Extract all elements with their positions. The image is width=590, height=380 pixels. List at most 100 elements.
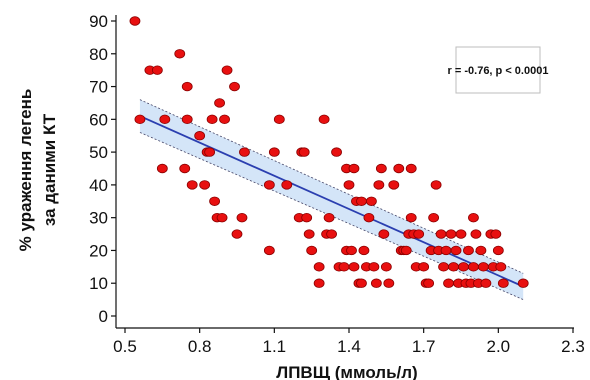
data-point	[229, 81, 240, 92]
data-point	[405, 163, 417, 174]
data-point	[468, 212, 479, 223]
data-point	[358, 245, 370, 256]
data-point	[134, 114, 146, 125]
data-point	[159, 114, 171, 125]
data-point	[356, 196, 367, 206]
data-point	[301, 212, 313, 223]
stats-annotation-box	[455, 46, 541, 94]
data-point	[365, 196, 377, 206]
data-point	[306, 245, 318, 256]
data-point	[181, 81, 193, 92]
data-point	[214, 98, 225, 108]
data-point	[298, 147, 310, 157]
data-point	[326, 229, 337, 239]
stats-annotation-text: r = -0.76, p < 0.0001	[448, 65, 549, 77]
data-point	[463, 245, 474, 256]
data-point	[440, 245, 452, 256]
x-tick-label: 0.5	[113, 337, 137, 356]
y-tick-label: 30	[89, 209, 108, 228]
data-point	[373, 180, 385, 190]
data-point	[495, 262, 507, 272]
data-point	[216, 212, 228, 223]
data-point	[239, 147, 250, 157]
data-point	[194, 131, 206, 141]
data-point	[468, 262, 479, 272]
data-point	[438, 262, 449, 272]
data-point	[179, 163, 191, 174]
y-tick-label: 60	[89, 110, 108, 129]
data-point	[281, 180, 293, 190]
data-point	[338, 262, 350, 272]
data-point	[356, 278, 367, 288]
data-point	[348, 163, 360, 174]
data-point	[231, 229, 243, 239]
data-point	[313, 278, 325, 288]
data-point	[204, 147, 216, 157]
data-point	[477, 262, 489, 272]
data-point	[475, 245, 487, 256]
data-point	[370, 278, 382, 288]
data-point	[348, 262, 360, 272]
data-point	[219, 114, 230, 125]
y-tick-label: 70	[89, 78, 108, 97]
y-tick-label: 0	[99, 307, 108, 326]
data-point	[263, 245, 275, 256]
data-point	[497, 278, 509, 288]
data-point	[405, 212, 417, 223]
data-point	[375, 163, 387, 174]
data-point	[368, 262, 380, 272]
data-point	[418, 262, 430, 272]
data-point	[455, 229, 467, 239]
regression-line	[139, 115, 524, 288]
data-points	[129, 16, 529, 288]
data-point	[443, 278, 454, 288]
data-point	[346, 245, 357, 256]
data-point	[458, 262, 469, 272]
data-point	[181, 114, 193, 125]
data-point	[318, 114, 330, 125]
data-point	[380, 262, 392, 272]
data-point	[445, 229, 457, 239]
data-point	[323, 212, 335, 223]
data-point	[151, 65, 163, 75]
stats-annotation: r = -0.76, p < 0.0001	[448, 46, 549, 94]
data-point	[490, 229, 502, 239]
data-point	[383, 278, 395, 288]
data-point	[343, 180, 355, 190]
data-point	[206, 114, 218, 125]
y-axis-title-line-1: % ураження легень	[16, 89, 35, 252]
data-point	[236, 212, 248, 223]
x-tick-label: 2.3	[561, 337, 585, 356]
y-axis-ticks: 0 10 20 30 40 50 60 70 80 90	[89, 12, 116, 326]
data-point	[199, 180, 211, 190]
data-point	[313, 262, 325, 272]
x-tick-label: 2.0	[487, 337, 511, 356]
data-point	[273, 114, 285, 125]
data-point	[209, 196, 221, 206]
data-point	[435, 229, 447, 239]
data-point	[393, 163, 405, 174]
data-point	[331, 147, 342, 157]
data-point	[430, 180, 442, 190]
y-tick-label: 20	[89, 241, 108, 260]
data-point	[517, 278, 529, 288]
data-point	[450, 245, 462, 256]
x-tick-label: 0.8	[188, 337, 212, 356]
data-point	[303, 229, 315, 239]
x-tick-label: 1.1	[263, 337, 287, 356]
data-point	[156, 163, 168, 174]
x-axis-title: ЛПВЩ (ммоль/л)	[276, 363, 417, 380]
data-point	[492, 245, 504, 256]
y-tick-label: 40	[89, 176, 108, 195]
data-point	[388, 180, 400, 190]
data-point	[221, 65, 233, 75]
data-point	[186, 180, 198, 190]
data-point	[174, 49, 186, 59]
data-point	[428, 212, 440, 223]
data-point	[268, 147, 280, 157]
y-axis-title-line-2: за даними КТ	[40, 113, 59, 226]
x-tick-label: 1.4	[337, 337, 361, 356]
y-tick-label: 10	[89, 274, 108, 293]
y-tick-label: 50	[89, 143, 108, 162]
